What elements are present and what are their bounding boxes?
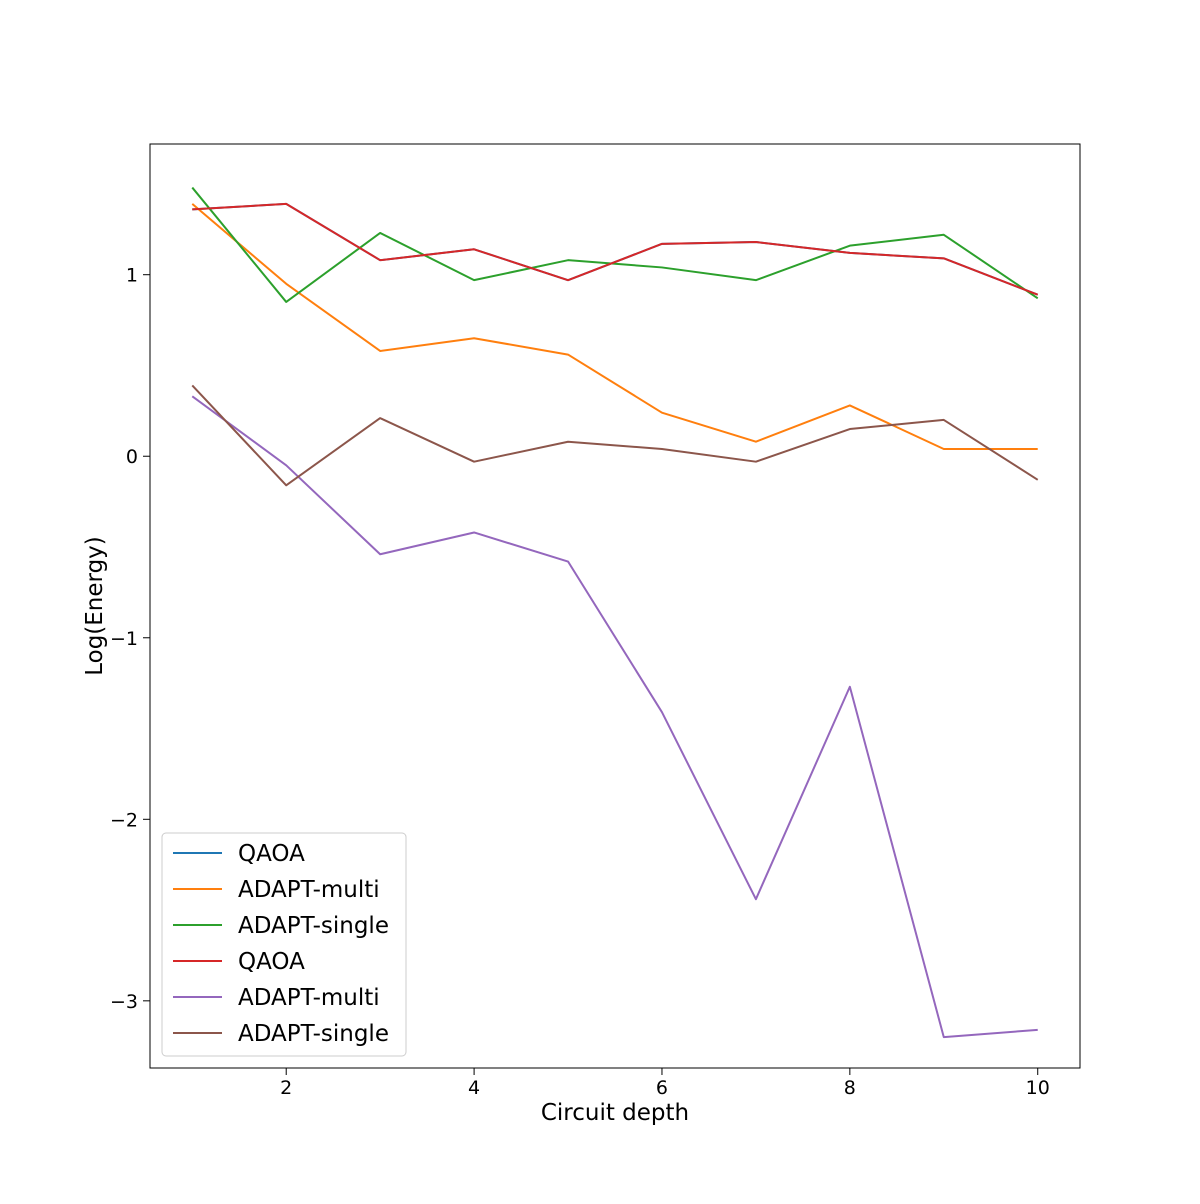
y-tick-label: −3 <box>110 991 138 1013</box>
y-axis: −3 −2 −1 0 1 <box>110 265 150 1013</box>
plot-area <box>191 186 1039 1039</box>
x-tick-label: 6 <box>656 1077 668 1099</box>
legend-label: QAOA <box>238 841 305 867</box>
legend-label: ADAPT-multi <box>238 877 380 903</box>
series-line-4 <box>192 202 1039 296</box>
legend-label: ADAPT-single <box>238 913 389 939</box>
legend-label: ADAPT-single <box>238 1021 389 1047</box>
series-line-3 <box>191 186 1039 303</box>
y-tick-label: −1 <box>110 628 138 650</box>
x-axis: 2 4 6 8 10 <box>280 1068 1050 1099</box>
legend: QAOA ADAPT-multi ADAPT-single QAOA ADAPT-mul… <box>161 832 407 1057</box>
legend-label: ADAPT-multi <box>238 985 380 1011</box>
legend-box <box>161 832 407 1057</box>
x-tick-label: 8 <box>844 1077 856 1099</box>
y-tick-label: −2 <box>110 809 138 831</box>
y-tick-label: 0 <box>126 446 138 468</box>
series-line-2 <box>191 203 1038 450</box>
y-tick-label: 1 <box>126 265 138 287</box>
series-line-1 <box>192 202 1039 296</box>
x-axis-label: Circuit depth <box>541 1100 689 1126</box>
y-axis-label: Log(Energy) <box>82 536 108 676</box>
x-tick-label: 10 <box>1026 1077 1050 1099</box>
legend-label: QAOA <box>238 949 305 975</box>
x-tick-label: 2 <box>280 1077 292 1099</box>
x-tick-label: 4 <box>468 1077 480 1099</box>
plot-frame <box>149 143 1081 1069</box>
series-line-5 <box>191 395 1038 1039</box>
series-line-6 <box>191 384 1039 487</box>
